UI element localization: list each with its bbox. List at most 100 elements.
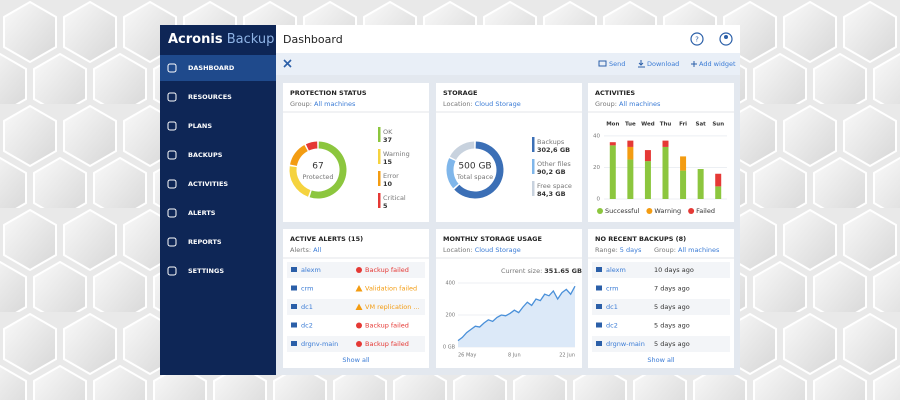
widget-title: ACTIVITIES (595, 89, 635, 97)
x-tick-label: Sun (712, 122, 724, 128)
center-value: 67 (312, 162, 323, 172)
filter-label: Range: (595, 246, 618, 254)
list-row (287, 280, 425, 297)
machine-icon (596, 322, 602, 328)
menu-icon (167, 179, 177, 189)
filter-value[interactable]: Cloud Storage (475, 100, 521, 108)
filter-value[interactable]: 5 days (620, 246, 642, 254)
x-tick-label: Tue (625, 122, 636, 128)
x-tick-label: 22 Jun (559, 353, 575, 359)
list-row (592, 280, 730, 297)
legend-label: Critical (383, 194, 406, 202)
legend-dot (597, 208, 603, 214)
bar-segment (627, 140, 634, 147)
machine-name[interactable]: dc1 (606, 303, 618, 311)
legend-swatch (378, 171, 381, 186)
menu-item[interactable]: REPORTS (188, 238, 222, 246)
legend-value: 5 (383, 202, 388, 210)
header (276, 25, 740, 53)
menu-item[interactable]: DASHBOARD (188, 64, 235, 72)
legend-label: Error (383, 172, 399, 180)
filter-value[interactable]: All machines (678, 246, 720, 254)
y-tick-label: 0 (597, 197, 601, 203)
filter-value[interactable]: All machines (619, 100, 661, 108)
help-icon[interactable] (690, 32, 704, 46)
donut-segment (454, 141, 504, 199)
page-title: Dashboard (283, 33, 343, 46)
y-tick-label: 20 (593, 165, 600, 171)
legend-dot (688, 208, 695, 214)
y-tick-label: 0 GB (443, 345, 456, 351)
filter-label: Location: (443, 246, 473, 254)
bar-segment (715, 186, 722, 199)
machine-name[interactable]: alexm (301, 266, 321, 274)
add-icon (691, 61, 697, 67)
legend-swatch (532, 137, 535, 152)
area (458, 286, 575, 347)
machine-name[interactable]: crm (301, 285, 313, 293)
machine-name[interactable]: drgnw-main (606, 340, 645, 348)
toolbar (276, 53, 740, 75)
legend-label: Warning (654, 207, 681, 215)
filter-value[interactable]: All machines (314, 100, 356, 108)
center-value: 500 GB (458, 162, 491, 172)
status-icon (355, 285, 363, 292)
menu-item[interactable]: BACKUPS (188, 151, 223, 159)
machine-icon (291, 341, 297, 346)
bar-segment (644, 150, 651, 162)
y-tick-label: 400 (445, 281, 455, 287)
add-widget-button[interactable]: Add widget (699, 60, 736, 68)
bar-segment (680, 170, 687, 199)
machine-name[interactable]: crm (606, 285, 618, 293)
show-all[interactable]: Show all (647, 356, 674, 364)
menu-item[interactable]: RESOURCES (188, 93, 232, 101)
donut-segment (290, 144, 308, 167)
y-tick-label: 40 (593, 133, 600, 139)
x-tick-label: Fri (679, 122, 687, 128)
machine-icon (596, 341, 602, 346)
menu-icon (167, 92, 177, 102)
show-all[interactable]: Show all (342, 356, 369, 364)
legend-swatch (378, 193, 381, 208)
close-icon[interactable] (283, 59, 292, 68)
user-icon[interactable] (719, 32, 733, 46)
menu-item[interactable]: SETTINGS (188, 267, 224, 275)
legend-value: 90,2 GB (537, 168, 566, 176)
machine-icon (596, 267, 602, 272)
status-icon (355, 303, 363, 310)
widget-title: ACTIVE ALERTS (15) (290, 235, 363, 243)
x-tick-label: Thu (660, 122, 672, 128)
alert-status: Backup failed (365, 322, 409, 330)
machine-name[interactable]: alexm (606, 266, 626, 274)
donut-segment (305, 141, 318, 151)
last-backup: 5 days ago (654, 340, 690, 348)
download-button[interactable]: Download (647, 60, 679, 68)
alert-status: Validation failed (365, 285, 417, 293)
menu-item[interactable]: PLANS (188, 122, 212, 130)
donut-segment (309, 141, 347, 199)
download-icon (638, 60, 645, 68)
status-icon (356, 322, 362, 329)
donut-segment (289, 166, 311, 197)
machine-name[interactable]: dc1 (301, 303, 313, 311)
machine-name[interactable]: drgnv-main (301, 340, 338, 348)
alert-status: Backup failed (365, 340, 409, 348)
filter-value[interactable]: Cloud Storage (475, 246, 521, 254)
legend-label: Warning (383, 150, 410, 158)
menu-icon (167, 266, 177, 276)
menu-item[interactable]: ALERTS (188, 209, 216, 217)
legend-swatch (532, 181, 535, 196)
menu-icon (167, 150, 177, 160)
bar-segment (609, 145, 616, 199)
machine-name[interactable]: dc2 (606, 322, 618, 330)
menu-item[interactable]: ACTIVITIES (188, 180, 228, 188)
widget (283, 83, 429, 222)
machine-icon (596, 285, 602, 291)
widget-title: STORAGE (443, 89, 477, 97)
machine-name[interactable]: dc2 (301, 322, 313, 330)
send-button[interactable]: Send (609, 60, 625, 68)
filter-label: Group: (654, 246, 676, 254)
legend-swatch (532, 159, 535, 174)
filter-value[interactable]: All (313, 246, 321, 254)
